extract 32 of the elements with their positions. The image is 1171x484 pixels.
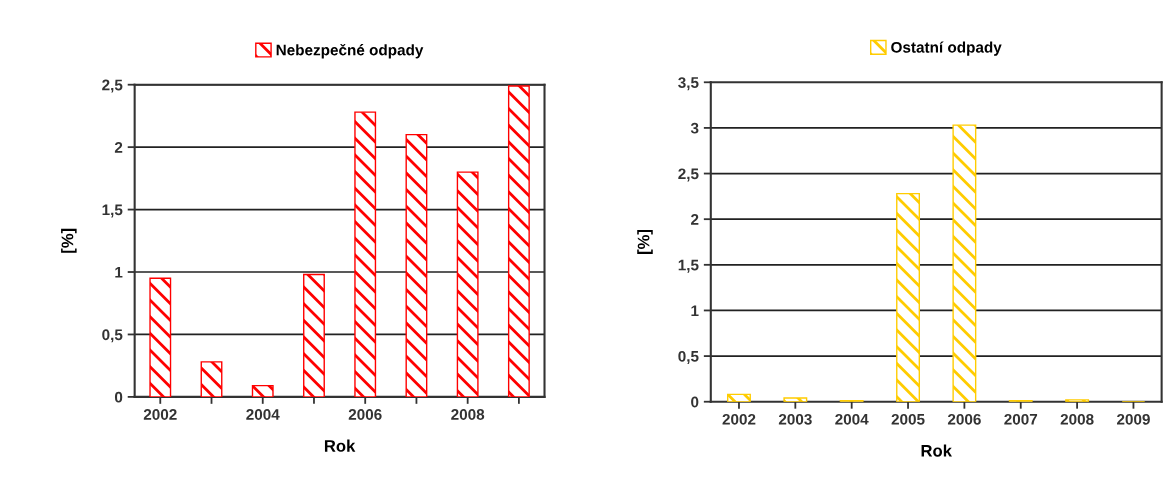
legend-label: Ostatní odpady <box>891 41 1002 56</box>
y-tick-label: 0 <box>114 391 123 403</box>
y-tick-label: 0,5 <box>102 329 123 343</box>
legend-label: Nebezpečné odpady <box>276 43 424 59</box>
x-tick-label: 2005 <box>891 413 925 425</box>
y-tick-label: 0 <box>691 396 699 408</box>
x-tick-label: 2007 <box>1004 413 1038 425</box>
x-tick-label: 2006 <box>348 409 382 420</box>
y-tick-label: 0,5 <box>678 350 699 364</box>
x-tick-label: 2009 <box>1116 413 1150 425</box>
x-tick-label: 2004 <box>246 409 280 420</box>
x-tick-label: 2006 <box>947 413 981 425</box>
y-tick-label: 2 <box>114 142 123 153</box>
y-tick-label: 2,5 <box>678 168 699 182</box>
x-tick-label: 2008 <box>1060 413 1094 425</box>
x-tick-label: 2002 <box>722 413 756 425</box>
y-axis-title: [%] <box>637 229 653 255</box>
y-tick-label: 1,5 <box>678 259 699 273</box>
y-tick-label: 1 <box>691 305 699 316</box>
y-axis-title: [%] <box>61 228 77 253</box>
y-tick-label: 1 <box>115 267 123 278</box>
x-tick-label: 2002 <box>143 409 177 420</box>
y-tick-label: 3,5 <box>678 77 699 91</box>
y-tick-label: 3 <box>690 122 699 134</box>
y-tick-label: 1,5 <box>102 204 123 218</box>
x-tick-label: 2008 <box>451 409 485 420</box>
y-tick-label: 2 <box>691 214 699 225</box>
x-axis-title: Rok <box>324 439 356 452</box>
x-tick-label: 2003 <box>778 413 812 425</box>
x-axis-title: Rok <box>921 444 952 457</box>
y-tick-label: 2,5 <box>102 79 123 93</box>
x-tick-label: 2004 <box>835 413 869 425</box>
